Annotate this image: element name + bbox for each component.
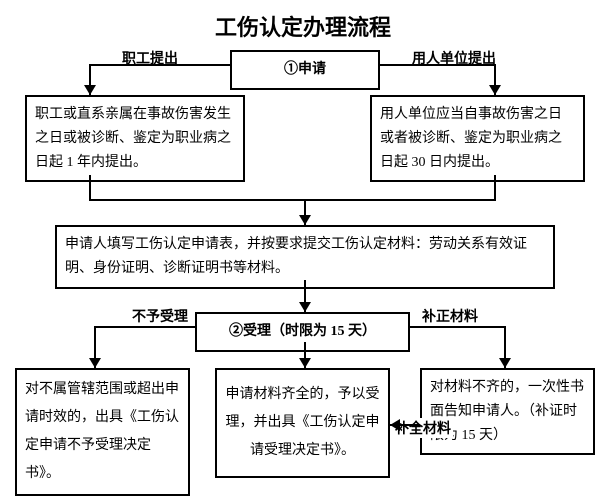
- node-unit: 用人单位应当自事故伤害之日或者被诊断、鉴定为职业病之日起 30 日内提出。: [370, 95, 585, 182]
- node-apply: ①申请: [230, 50, 380, 90]
- node-reject: 对不属管辖范围或超出申请时效的，出具《工伤认定申请不予受理决定书》。: [15, 368, 190, 496]
- edge-label-unit_apply: 用人单位提出: [410, 48, 498, 68]
- node-emp: 职工或直系亲属在事故伤害发生之日或被诊断、鉴定为职业病之日起 1 年内提出。: [25, 95, 245, 182]
- edge-label-no_accept: 不予受理: [130, 306, 190, 326]
- node-accept: ②受理（时限为 15 天）: [195, 312, 410, 352]
- node-supp: 对材料不齐的，一次性书面告知申请人。（补证时限为 15 天）: [420, 368, 595, 455]
- arrow-1: [380, 65, 495, 95]
- flow-title: 工伤认定办理流程: [0, 10, 606, 42]
- node-ok: 申请材料齐全的，予以受理，并出具《工伤认定申请受理决定书》。: [215, 368, 390, 478]
- arrow-6: [95, 327, 195, 368]
- arrow-0: [90, 65, 230, 95]
- arrow-8: [410, 327, 505, 368]
- node-materials: 申请人填写工伤认定申请表，并按要求提交工伤认定材料：劳动关系有效证明、身份证明、…: [55, 225, 555, 289]
- edge-label-need_supp: 补正材料: [420, 306, 480, 326]
- edge-label-emp_apply: 职工提出: [120, 48, 180, 68]
- edge-label-supp_done: 补全材料: [393, 418, 453, 438]
